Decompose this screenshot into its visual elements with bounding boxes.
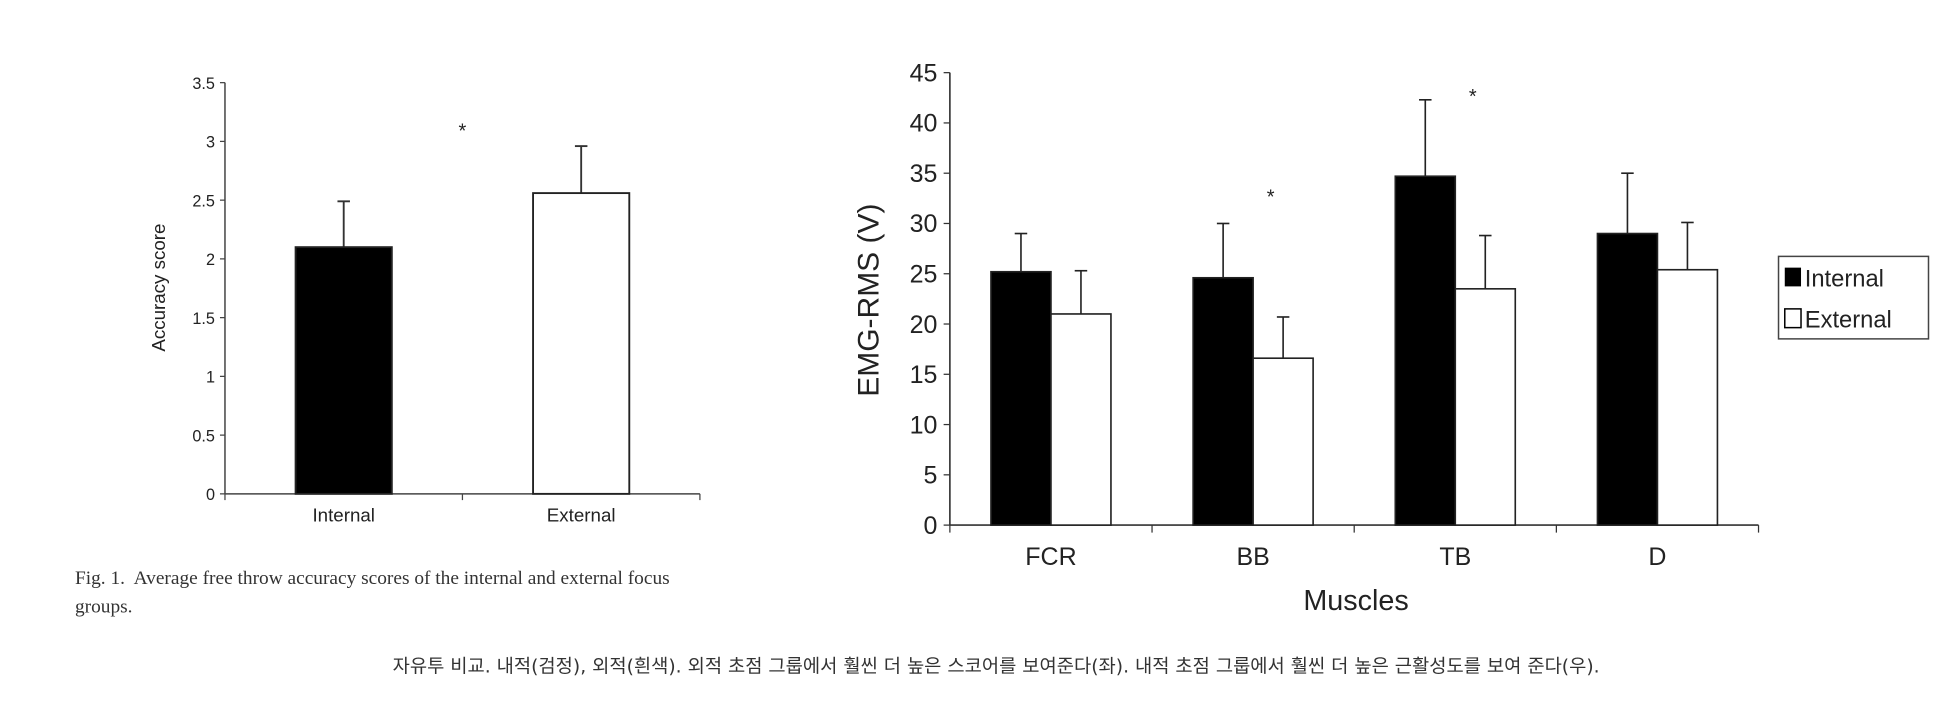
- bar-bb-external: [1252, 357, 1314, 526]
- legend-swatch-external: [1784, 308, 1802, 329]
- figure-caption: Fig. 1. Average free throw accuracy scor…: [75, 568, 670, 589]
- bar-bb-internal: [1192, 276, 1254, 526]
- x-tick-label: D: [1648, 543, 1666, 571]
- bar-external: [532, 192, 631, 495]
- bar-fcr-internal: [990, 270, 1052, 526]
- legend-label-external: External: [1805, 308, 1892, 334]
- y-tick-label: 10: [910, 411, 938, 439]
- legend-label-internal: Internal: [1805, 266, 1884, 292]
- y-tick-label: 30: [910, 210, 938, 238]
- y-tick-label: 3: [206, 134, 215, 152]
- right-x-axis-label: Muscles: [1303, 585, 1408, 617]
- y-tick-label: 3.5: [192, 75, 215, 93]
- y-tick-label: 45: [910, 59, 938, 87]
- y-tick-label: 1: [206, 369, 215, 387]
- x-tick-label: BB: [1236, 543, 1269, 571]
- x-tick-label: TB: [1439, 543, 1471, 571]
- significance-marker: *: [459, 121, 467, 143]
- accuracy-chart: 0 0.5 1 1.5 2 2.5 3 3.5 Internal External *: [192, 75, 701, 525]
- bar-tb-internal: [1394, 175, 1457, 526]
- right-y-axis-label: EMG-RMS (V): [853, 204, 886, 397]
- y-tick-label: 15: [910, 361, 938, 389]
- y-tick-label: 35: [910, 160, 938, 188]
- significance-marker: *: [1469, 86, 1477, 108]
- y-tick-label: 25: [910, 260, 938, 288]
- x-tick-label: Internal: [312, 504, 375, 525]
- y-tick-label: 5: [923, 462, 937, 490]
- bar-fcr-external: [1050, 313, 1112, 526]
- footer-caption: 자유투 비교. 내적(검정), 외적(흰색). 외적 초점 그룹에서 훨씬 더 …: [393, 657, 1600, 678]
- y-tick-label: 0: [206, 486, 215, 504]
- legend: Internal External: [1777, 255, 1930, 340]
- x-tick-label: External: [547, 504, 616, 525]
- left-y-axis-label: Accuracy score: [148, 224, 169, 352]
- y-tick-label: 40: [910, 110, 938, 138]
- x-tick-label: FCR: [1025, 543, 1076, 571]
- emg-chart: 0 5 10 15 20 25 30 35 40 45 FCR BB TB D * *: [910, 59, 1760, 571]
- legend-swatch-internal: [1784, 267, 1802, 287]
- bar-tb-external: [1454, 288, 1517, 526]
- y-tick-label: 2: [206, 251, 215, 269]
- y-tick-label: 20: [910, 311, 938, 339]
- significance-marker: *: [1267, 186, 1275, 208]
- y-tick-label: 0.5: [192, 427, 215, 445]
- bar-internal: [294, 246, 393, 495]
- y-tick-label: 1.5: [192, 310, 215, 328]
- y-tick-label: 2.5: [192, 192, 215, 210]
- bar-d-internal: [1596, 232, 1659, 526]
- y-tick-label: 0: [923, 512, 937, 540]
- figure-caption-line2: groups.: [75, 597, 133, 618]
- bar-d-external: [1656, 268, 1719, 526]
